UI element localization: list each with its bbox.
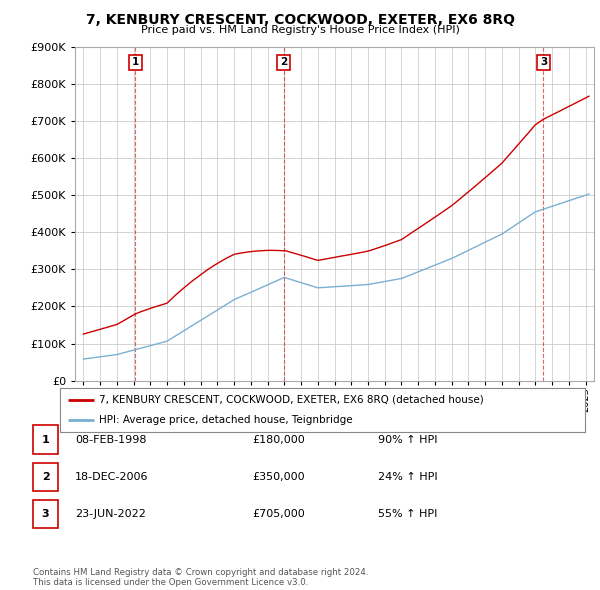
Text: 90% ↑ HPI: 90% ↑ HPI [378, 435, 437, 444]
Text: 55% ↑ HPI: 55% ↑ HPI [378, 509, 437, 519]
Text: Price paid vs. HM Land Registry's House Price Index (HPI): Price paid vs. HM Land Registry's House … [140, 25, 460, 35]
Text: 2: 2 [280, 57, 287, 67]
Text: 7, KENBURY CRESCENT, COCKWOOD, EXETER, EX6 8RQ: 7, KENBURY CRESCENT, COCKWOOD, EXETER, E… [86, 13, 515, 27]
Text: £180,000: £180,000 [252, 435, 305, 444]
Text: 1: 1 [131, 57, 139, 67]
Text: 3: 3 [540, 57, 547, 67]
Text: 08-FEB-1998: 08-FEB-1998 [75, 435, 146, 444]
Text: 3: 3 [42, 509, 49, 519]
Text: £705,000: £705,000 [252, 509, 305, 519]
Text: HPI: Average price, detached house, Teignbridge: HPI: Average price, detached house, Teig… [100, 415, 353, 425]
Text: 2: 2 [42, 472, 49, 481]
Text: 7, KENBURY CRESCENT, COCKWOOD, EXETER, EX6 8RQ (detached house): 7, KENBURY CRESCENT, COCKWOOD, EXETER, E… [100, 395, 484, 405]
Text: 23-JUN-2022: 23-JUN-2022 [75, 509, 146, 519]
Text: Contains HM Land Registry data © Crown copyright and database right 2024.
This d: Contains HM Land Registry data © Crown c… [33, 568, 368, 587]
Text: 1: 1 [42, 435, 49, 444]
Text: 24% ↑ HPI: 24% ↑ HPI [378, 472, 437, 481]
Text: £350,000: £350,000 [252, 472, 305, 481]
Text: 18-DEC-2006: 18-DEC-2006 [75, 472, 149, 481]
